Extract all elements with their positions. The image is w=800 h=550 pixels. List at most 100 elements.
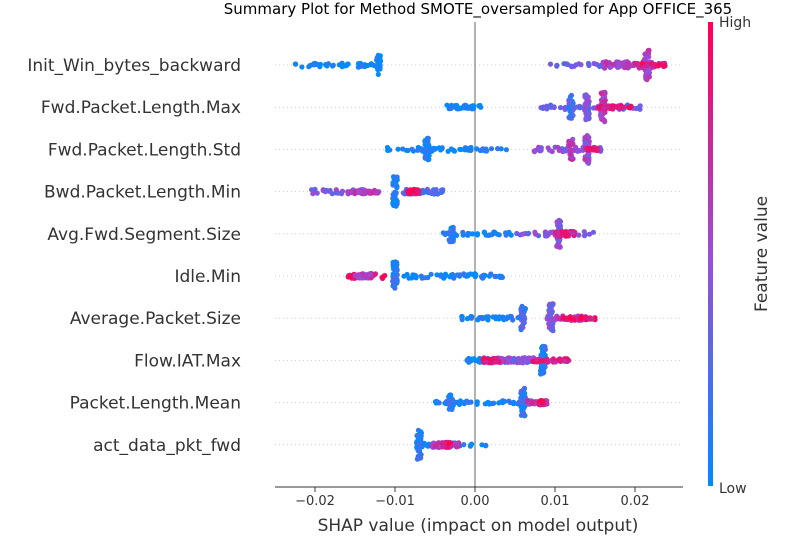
shap-point: [479, 442, 485, 448]
shap-point: [459, 317, 465, 323]
shap-point: [570, 136, 576, 142]
shap-point: [490, 400, 496, 406]
shap-point: [356, 273, 362, 279]
shap-point: [541, 366, 547, 372]
shap-point: [447, 229, 453, 235]
shap-point: [394, 279, 400, 285]
feature-label: act_data_pkt_fwd: [93, 436, 241, 456]
shap-point: [571, 63, 577, 69]
shap-point: [520, 231, 526, 237]
feature-label: Average.Packet.Size: [70, 309, 241, 329]
feature-label: Avg.Fwd.Segment.Size: [47, 225, 241, 245]
shap-point: [586, 231, 593, 237]
shap-point: [418, 429, 424, 435]
shap-point: [628, 103, 634, 109]
shap-point: [576, 61, 582, 67]
shap-point: [646, 47, 652, 54]
shap-point: [566, 98, 572, 104]
shap-point: [464, 145, 470, 151]
shap-point: [474, 401, 480, 407]
shap-point: [317, 64, 323, 70]
shap-point: [418, 273, 424, 279]
shap-point: [520, 324, 526, 330]
shap-point: [393, 175, 399, 181]
shap-point: [433, 400, 439, 406]
shap-point: [361, 272, 367, 278]
shap-point: [473, 272, 479, 278]
shap-point: [542, 105, 549, 111]
shap-point: [568, 315, 574, 321]
shap-point: [339, 64, 345, 70]
shap-point: [347, 273, 353, 280]
shap-point: [428, 189, 434, 195]
shap-point: [529, 400, 535, 406]
x-ticks: −0.02 −0.01 0.00 0.01 0.02: [295, 487, 649, 509]
shap-point: [568, 151, 574, 157]
shap-point: [617, 105, 623, 111]
shap-point: [451, 104, 457, 110]
shap-point: [415, 441, 421, 447]
shap-point: [526, 356, 532, 362]
shap-point: [307, 62, 313, 68]
shap-point: [531, 149, 538, 155]
shap-point: [377, 64, 383, 71]
feature-label: Fwd.Packet.Length.Max: [41, 98, 241, 118]
shap-point: [467, 271, 473, 277]
feature-label: Init_Win_bytes_backward: [27, 56, 241, 76]
shap-point: [547, 313, 553, 319]
shap-point: [436, 145, 442, 151]
shap-point: [474, 231, 481, 237]
chart-title: Summary Plot for Method SMOTE_oversample…: [224, 0, 732, 19]
shap-point: [519, 406, 525, 412]
shap-point: [323, 187, 329, 193]
shap-point: [356, 189, 362, 195]
shap-point: [533, 357, 539, 363]
x-tick-label: 0.01: [541, 494, 570, 509]
shap-point: [464, 357, 470, 363]
shap-point: [410, 188, 416, 194]
shap-point: [343, 63, 349, 69]
shap-point: [548, 302, 554, 309]
shap-point: [503, 147, 509, 153]
shap-point: [589, 316, 596, 322]
shap-point: [415, 455, 422, 461]
shap-point: [585, 147, 591, 153]
shap-point: [440, 230, 446, 236]
shap-point: [495, 146, 501, 152]
shap-point: [461, 442, 467, 448]
shap-point: [348, 189, 354, 195]
shap-point: [498, 399, 505, 405]
shap-point: [480, 146, 486, 152]
shap-point: [607, 64, 614, 70]
shap-point: [566, 138, 572, 144]
beeswarm-points: [292, 47, 668, 462]
shap-point: [372, 271, 379, 277]
shap-point: [446, 401, 452, 408]
shap-point: [392, 189, 398, 195]
shap-point: [576, 232, 582, 238]
shap-point: [582, 134, 588, 141]
shap-point: [643, 76, 649, 82]
shap-point: [526, 230, 532, 236]
shap-point: [521, 391, 527, 398]
shap-point: [590, 229, 597, 235]
shap-point: [632, 60, 639, 66]
shap-point: [637, 103, 643, 109]
feature-label: Bwd.Packet.Length.Min: [44, 183, 241, 203]
shap-point: [358, 63, 364, 69]
shap-point: [550, 321, 556, 327]
feature-label: Fwd.Packet.Length.Std: [48, 140, 241, 160]
shap-point: [466, 231, 473, 237]
shap-point: [586, 62, 592, 69]
shap-point: [390, 264, 396, 270]
shap-point: [483, 442, 489, 448]
shap-point: [539, 358, 545, 364]
shap-point: [468, 315, 475, 321]
shap-point: [375, 190, 381, 196]
shap-point: [544, 356, 550, 362]
shap-point: [575, 104, 581, 110]
shap-point: [440, 444, 446, 450]
shap-point: [413, 275, 419, 281]
shap-point: [567, 108, 573, 114]
